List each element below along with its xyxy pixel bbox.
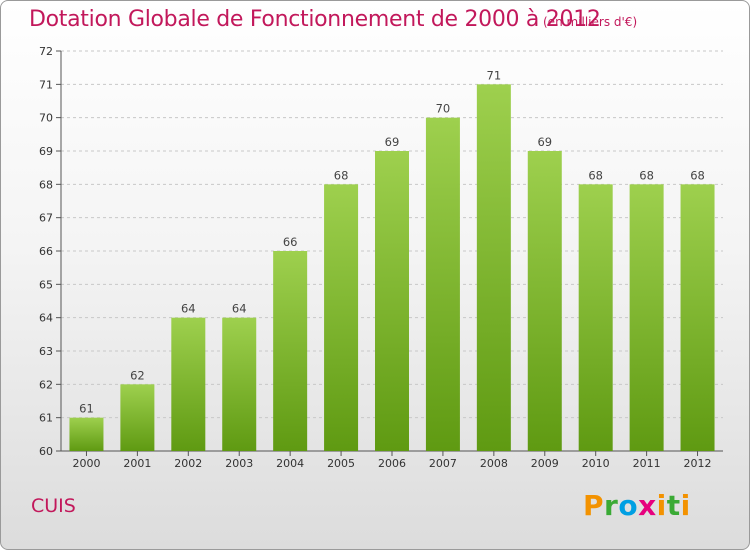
y-tick-label: 71	[39, 78, 53, 91]
y-tick-label: 62	[39, 378, 53, 391]
bar-value-label: 62	[130, 368, 145, 382]
bar-value-label: 69	[385, 135, 400, 149]
bar-value-label: 68	[690, 168, 705, 182]
y-tick-label: 60	[39, 445, 53, 458]
bar	[222, 317, 257, 451]
x-tick-label: 2007	[429, 457, 457, 470]
x-tick-label: 2010	[582, 457, 610, 470]
y-tick-label: 61	[39, 412, 53, 425]
y-tick-label: 64	[39, 312, 53, 325]
y-tick-label: 70	[39, 112, 53, 125]
y-tick-label: 66	[39, 245, 53, 258]
bar-value-label: 66	[283, 235, 298, 249]
x-tick-label: 2004	[276, 457, 304, 470]
bar-value-label: 68	[639, 168, 654, 182]
bar-value-label: 64	[181, 302, 196, 316]
bar-value-label: 70	[436, 102, 451, 116]
bar-value-label: 69	[537, 135, 552, 149]
bar	[120, 384, 155, 451]
proxiti-logo: Proxiti	[583, 489, 691, 522]
x-tick-label: 2000	[72, 457, 100, 470]
x-tick-label: 2006	[378, 457, 406, 470]
bar	[527, 151, 562, 451]
y-tick-label: 63	[39, 345, 53, 358]
chart-subtitle: (en milliers d'€)	[543, 15, 638, 29]
chart-title: Dotation Globale de Fonctionnement de 20…	[29, 7, 601, 32]
bar-value-label: 68	[334, 168, 349, 182]
bar	[629, 184, 664, 452]
bar	[578, 184, 613, 452]
y-tick-label: 68	[39, 178, 53, 191]
x-tick-label: 2001	[123, 457, 151, 470]
bar	[171, 317, 206, 451]
bar	[273, 251, 308, 451]
bar	[324, 184, 359, 452]
y-tick-label: 67	[39, 212, 53, 225]
x-tick-label: 2009	[531, 457, 559, 470]
bar-value-label: 64	[232, 302, 247, 316]
y-tick-label: 72	[39, 45, 53, 58]
x-tick-label: 2008	[480, 457, 508, 470]
city-name: CUIS	[31, 495, 76, 517]
bar	[69, 417, 104, 451]
bar	[476, 84, 511, 451]
x-tick-label: 2002	[174, 457, 202, 470]
bar-value-label: 61	[79, 402, 94, 416]
bar	[375, 151, 409, 451]
bar-value-label: 71	[487, 68, 502, 82]
x-tick-label: 2003	[225, 457, 253, 470]
y-tick-label: 65	[39, 278, 53, 291]
x-tick-label: 2011	[633, 457, 661, 470]
bar	[425, 117, 460, 452]
x-tick-label: 2012	[684, 457, 712, 470]
x-tick-label: 2005	[327, 457, 355, 470]
bar	[680, 184, 715, 452]
bar-value-label: 68	[588, 168, 603, 182]
y-tick-label: 69	[39, 145, 53, 158]
